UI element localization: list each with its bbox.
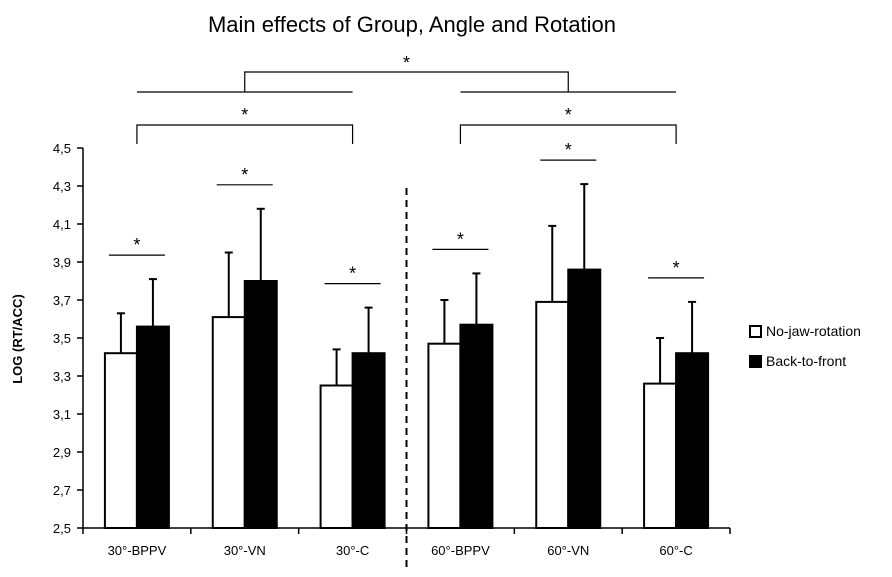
chart-title: Main effects of Group, Angle and Rotatio…: [208, 12, 616, 37]
y-tick-label: 3,5: [53, 331, 71, 346]
significance-brackets: * * * * * * * * *: [108, 53, 705, 285]
bar: [643, 382, 678, 529]
bar: [135, 325, 170, 529]
legend-label: Back-to-front: [766, 353, 846, 369]
x-tick-label: 60°-VN: [547, 543, 589, 558]
bar: [243, 280, 278, 529]
y-tick-label: 3,7: [53, 293, 71, 308]
x-tick-label: 60°-BPPV: [431, 543, 490, 558]
y-tick-label: 3,1: [53, 407, 71, 422]
bar: [535, 300, 570, 529]
bar: [675, 352, 710, 530]
significance-star: *: [349, 264, 356, 284]
y-tick-label: 2,9: [53, 445, 71, 460]
bar: [103, 352, 138, 530]
significance-star: *: [241, 105, 248, 125]
significance-star: *: [565, 140, 572, 160]
x-tick-label: 30°-VN: [224, 543, 266, 558]
legend-swatch: [749, 325, 762, 338]
group-bracket: [244, 71, 569, 92]
y-tick-label: 3,9: [53, 255, 71, 270]
x-tick-label: 60°-C: [659, 543, 692, 558]
significance-star: *: [457, 229, 464, 249]
y-tick-label: 2,5: [53, 521, 71, 536]
significance-star: *: [565, 105, 572, 125]
x-tick-label: 30°-BPPV: [108, 543, 167, 558]
bar: [211, 316, 246, 529]
significance-star: *: [403, 53, 410, 73]
bar: [567, 268, 602, 529]
group-bracket: [136, 124, 354, 144]
significance-star: *: [673, 258, 680, 278]
bar: [427, 342, 462, 530]
y-tick-label: 4,3: [53, 179, 71, 194]
group-bracket: [459, 124, 677, 144]
significance-star: *: [241, 165, 248, 185]
legend-label: No-jaw-rotation: [766, 323, 861, 339]
bar: [319, 384, 354, 529]
bar: [459, 323, 494, 530]
x-tick-label: 30°-C: [336, 543, 369, 558]
legend: No-jaw-rotation Back-to-front: [749, 323, 861, 369]
y-axis-label: LOG (RT/ACC): [10, 294, 25, 384]
bar: [351, 352, 386, 530]
error-bars: [116, 183, 697, 386]
significance-star: *: [133, 235, 140, 255]
y-tick-label: 2,7: [53, 483, 71, 498]
legend-swatch: [749, 355, 762, 368]
axes: 2,5 2,7 2,9 3,1 3,3 3,5 3,7 3,9 4,1 4,3 4,5 30°-BPP…: [53, 141, 731, 572]
y-tick-label: 4,1: [53, 217, 71, 232]
y-tick-label: 3,3: [53, 369, 71, 384]
y-tick-label: 4,5: [53, 141, 71, 156]
